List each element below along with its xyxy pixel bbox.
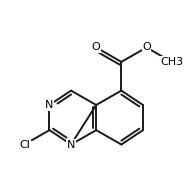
Text: N: N (67, 140, 75, 150)
Text: N: N (45, 100, 54, 110)
Text: CH3: CH3 (160, 57, 183, 67)
Text: O: O (92, 42, 101, 52)
Text: O: O (142, 42, 151, 52)
Text: Cl: Cl (19, 140, 30, 150)
